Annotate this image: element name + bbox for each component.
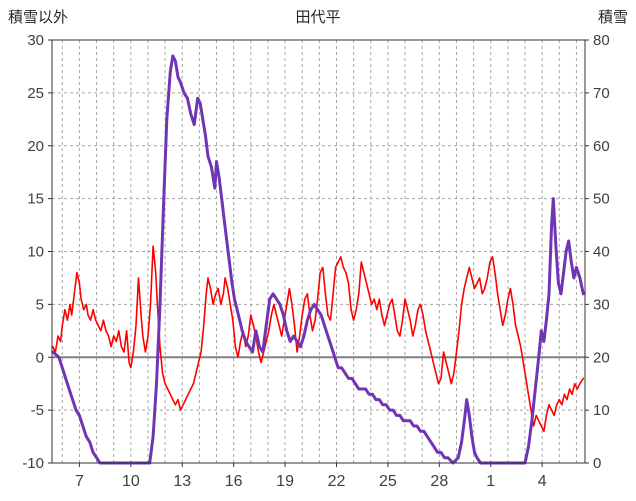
x-axis-tick-label: 16 xyxy=(225,473,243,490)
right-axis-tick-label: 50 xyxy=(593,191,610,208)
x-axis-tick-label: 22 xyxy=(328,473,346,490)
x-axis-tick-label: 13 xyxy=(173,473,191,490)
axis-ticks xyxy=(48,39,589,467)
right-axis-tick-label: 70 xyxy=(593,85,610,102)
left-axis-tick-label: 5 xyxy=(36,296,44,313)
left-axis-tick-label: 10 xyxy=(27,244,44,261)
x-axis-tick-label: 25 xyxy=(379,473,397,490)
left-axis-tick-label: 25 xyxy=(27,85,44,102)
plot-frame xyxy=(51,39,586,464)
right-axis-tick-label: 60 xyxy=(593,138,610,155)
x-axis-tick-label: 28 xyxy=(430,473,448,490)
left-axis-tick-label: 20 xyxy=(27,138,44,155)
right-axis-title: 積雪 xyxy=(598,9,628,26)
x-axis-tick-label: 4 xyxy=(538,473,547,490)
right-axis-tick-label: 30 xyxy=(593,296,610,313)
right-axis-tick-label: 10 xyxy=(593,402,610,419)
right-axis-tick-label: 0 xyxy=(593,455,601,472)
series-line-temperature xyxy=(52,245,585,433)
x-axis-tick-label: 7 xyxy=(75,473,84,490)
series-line-snow xyxy=(51,54,585,465)
right-axis-tick-label: 20 xyxy=(593,349,610,366)
series-lines xyxy=(51,54,585,465)
left-axis-title: 積雪以外 xyxy=(8,9,68,26)
x-axis-tick-label: 10 xyxy=(122,473,140,490)
left-axis-tick-label: -5 xyxy=(31,402,44,419)
chart-title: 田代平 xyxy=(295,9,340,26)
left-axis-tick-label: 30 xyxy=(27,32,44,49)
left-axis-tick-label: 15 xyxy=(27,191,44,208)
x-axis-tick-label: 1 xyxy=(486,473,495,490)
gridlines xyxy=(52,40,585,463)
left-axis-tick-label: -10 xyxy=(22,455,44,472)
right-axis-tick-label: 80 xyxy=(593,32,610,49)
x-axis-tick-label: 19 xyxy=(276,473,294,490)
left-axis-tick-label: 0 xyxy=(36,349,44,366)
right-axis-tick-label: 40 xyxy=(593,244,610,261)
